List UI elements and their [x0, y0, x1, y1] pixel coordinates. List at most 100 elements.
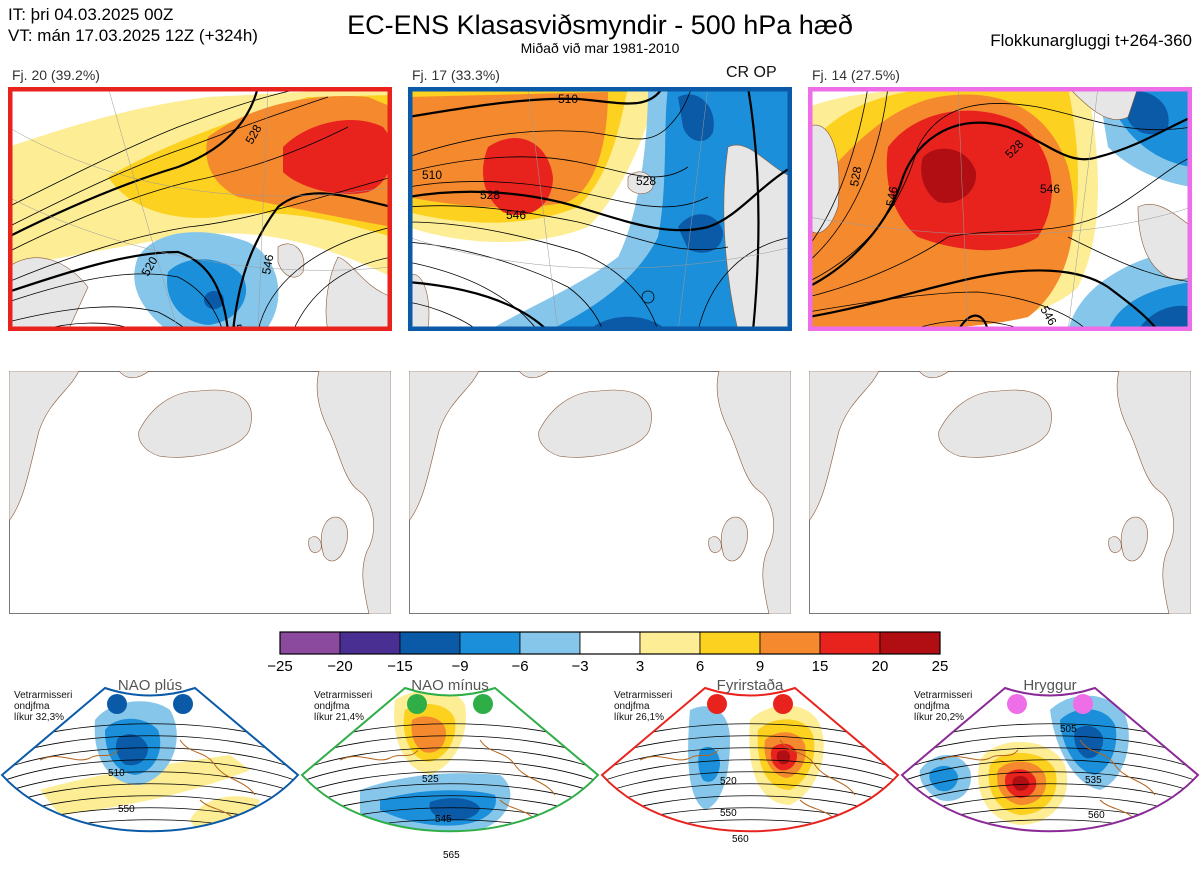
height-contours-thick [8, 87, 392, 331]
regime-title: NAO mínus [411, 677, 489, 694]
cluster-map-3: 528 546 546 528 546 [808, 87, 1192, 331]
contour-label-5: 528 [636, 174, 656, 188]
regime-map-2: 525 545 565 [300, 686, 600, 861]
regime-contour-line [602, 819, 898, 832]
cluster-map-2: 510 510 528 546 528 [408, 87, 792, 331]
panel-2-label: Fj. 17 (33.3%) [412, 67, 500, 83]
regime-contour-line [902, 771, 1198, 799]
regime-contour-label: 560 [1088, 810, 1105, 821]
regime-contour-label: 550 [720, 808, 737, 819]
land-greenland [8, 257, 89, 331]
regime-frame [600, 686, 900, 833]
regime-contour-label: 545 [435, 814, 452, 825]
contour-label-2: 510 [422, 168, 442, 182]
regime-contour-line [902, 819, 1198, 832]
regime-contour-line [602, 771, 898, 799]
colorbar-tick-label: 20 [872, 658, 889, 675]
colorbar-swatch [759, 631, 821, 655]
regime-contour-label: 550 [118, 804, 135, 815]
colorbar-swatch [819, 631, 881, 655]
base-map-1 [9, 371, 391, 614]
regime-contour-line [302, 819, 598, 832]
colorbar-tick-label: 25 [932, 658, 949, 675]
regime-probability: Vetrarmisseri ondjfma líkur 21,4% [314, 690, 373, 723]
colorbar-swatch [639, 631, 701, 655]
regime-contour-line [902, 747, 1198, 775]
run-info: IT: þri 04.03.2025 00Z VT: mán 17.03.202… [8, 4, 258, 46]
colorbar-tick-label: −15 [387, 658, 412, 675]
colorbar-swatch [399, 631, 461, 655]
colorbar-swatch [279, 631, 341, 655]
colorbar-swatch [879, 631, 941, 655]
regime-indicator-dot [773, 694, 793, 714]
anomaly-negative-moderate [167, 259, 247, 325]
panel-2-operational-marker: CR OP [726, 64, 777, 81]
regime-indicator-dot [173, 694, 193, 714]
regime-title: Fyrirstaða [716, 677, 784, 694]
regime-contour-line [902, 759, 1198, 787]
regime-contour-line [302, 759, 598, 787]
colorbar-swatch [699, 631, 761, 655]
colorbar-tick-label: −25 [267, 658, 292, 675]
contour-label-1: 528 [847, 165, 864, 187]
colorbar-swatch [579, 631, 641, 655]
regime-anomaly-area [1010, 848, 1042, 861]
height-contours [8, 87, 392, 331]
regime-indicator-dot [407, 694, 427, 714]
base-map-3 [809, 371, 1191, 614]
regime-indicator-dot [473, 694, 493, 714]
classification-window: Flokkunargluggi t+264-360 [990, 31, 1192, 50]
regime-contour-line [602, 759, 898, 787]
regime-indicator-dot [707, 694, 727, 714]
regime-anomaly-area [1074, 725, 1104, 759]
regime-contour-line [2, 759, 298, 787]
regime-map-4: 505 535 560 [900, 686, 1200, 861]
cluster-frame-2 [408, 87, 792, 331]
regime-contour-line [302, 771, 598, 799]
regime-contour-line [2, 771, 298, 799]
regime-contour-label: 510 [108, 768, 125, 779]
regime-indicator-dot [107, 694, 127, 714]
regime-title: NAO plús [117, 677, 183, 694]
regime-frame [0, 686, 300, 833]
contour-label-1: 510 [558, 92, 578, 106]
regime-probability: Vetrarmisseri ondjfma líkur 32,3% [14, 690, 73, 723]
regime-contour-label: 535 [1085, 775, 1102, 786]
panel-3-label: Fj. 14 (27.5%) [812, 67, 900, 83]
page-title: EC-ENS Klasasviðsmyndir - 500 hPa hæð [347, 10, 853, 40]
colorbar-swatch [519, 631, 581, 655]
regime-contour-line [302, 747, 598, 775]
valid-time: VT: mán 17.03.2025 12Z (+324h) [8, 26, 258, 45]
regime-contour-line [2, 819, 298, 832]
regime-title: Hryggur [1023, 677, 1077, 694]
colorbar-tick-label: 6 [696, 658, 704, 675]
regime-map-1: 510 550 [0, 686, 300, 833]
regime-frame [900, 686, 1200, 833]
colorbar-swatch [339, 631, 401, 655]
regime-anomaly-area [116, 734, 148, 766]
regime-contour-label: 505 [1060, 724, 1077, 735]
regime-contour-label: 520 [720, 776, 737, 787]
regime-map-3: 520 550 560 [600, 686, 900, 845]
regime-anomaly-area [929, 765, 958, 792]
regime-anomaly-area [1012, 775, 1029, 791]
regime-contour-line [2, 747, 298, 775]
regime-contour-label: 565 [443, 850, 460, 861]
cluster-frame-3 [808, 87, 1192, 331]
regime-frame [300, 686, 600, 833]
anomaly-colorbar: −25 −20 −15 −9 −6 −3 3 6 9 15 20 25 [267, 631, 949, 675]
regime-indicator-dot [1007, 694, 1027, 714]
page-subtitle: Miðað við mar 1981-2010 [520, 40, 680, 56]
colorbar-tick-label: −20 [327, 658, 352, 675]
colorbar-swatch [459, 631, 521, 655]
init-time: IT: þri 04.03.2025 00Z [8, 5, 174, 24]
colorbar-tick-label: 15 [812, 658, 829, 675]
regime-anomaly-area [411, 716, 446, 753]
regime-probability: Vetrarmisseri ondjfma líkur 26,1% [614, 690, 673, 723]
regime-anomaly-area [40, 755, 250, 815]
contour-label-3: 546 [259, 253, 276, 275]
contour-label-3: 546 [1040, 182, 1060, 196]
panel-1-label: Fj. 20 (39.2%) [12, 67, 100, 83]
regime-contour-label: 560 [732, 834, 749, 845]
contour-label-3: 528 [480, 188, 500, 202]
